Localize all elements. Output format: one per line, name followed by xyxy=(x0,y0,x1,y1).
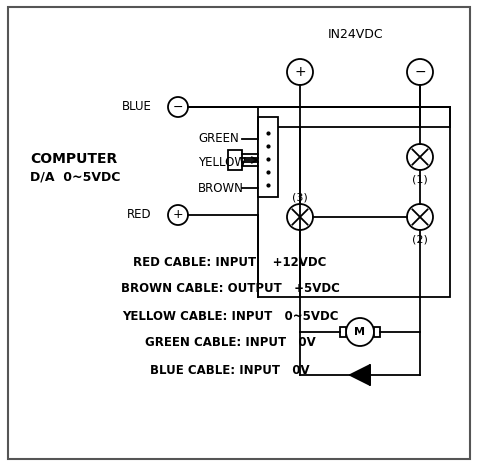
Text: −: − xyxy=(173,100,183,113)
Bar xyxy=(228,150,242,170)
Text: RED CABLE: INPUT    +12VDC: RED CABLE: INPUT +12VDC xyxy=(133,255,326,269)
Text: (2): (2) xyxy=(412,234,428,244)
Text: BROWN CABLE: OUTPUT   +5VDC: BROWN CABLE: OUTPUT +5VDC xyxy=(120,283,339,296)
Text: BLUE: BLUE xyxy=(122,100,152,113)
Text: RED: RED xyxy=(127,208,152,221)
Text: −: − xyxy=(414,65,426,79)
Text: M: M xyxy=(355,327,366,337)
Text: +: + xyxy=(294,65,306,79)
Text: COMPUTER: COMPUTER xyxy=(30,152,117,166)
Text: GREEN CABLE: INPUT   0V: GREEN CABLE: INPUT 0V xyxy=(145,337,315,349)
Text: +: + xyxy=(173,208,183,221)
Text: D/A  0~5VDC: D/A 0~5VDC xyxy=(30,170,120,184)
Bar xyxy=(258,127,450,297)
Text: IN24VDC: IN24VDC xyxy=(328,28,384,42)
Bar xyxy=(374,327,380,337)
Text: BLUE CABLE: INPUT   0V: BLUE CABLE: INPUT 0V xyxy=(150,363,310,376)
Text: (1): (1) xyxy=(412,174,428,184)
Text: GREEN: GREEN xyxy=(198,133,239,146)
Polygon shape xyxy=(350,365,370,385)
Text: YELLOW: YELLOW xyxy=(198,156,246,169)
Text: (3): (3) xyxy=(292,192,308,202)
Text: BROWN: BROWN xyxy=(198,182,244,194)
Bar xyxy=(258,117,278,197)
Bar xyxy=(340,327,346,337)
Text: YELLOW CABLE: INPUT   0~5VDC: YELLOW CABLE: INPUT 0~5VDC xyxy=(122,310,338,323)
